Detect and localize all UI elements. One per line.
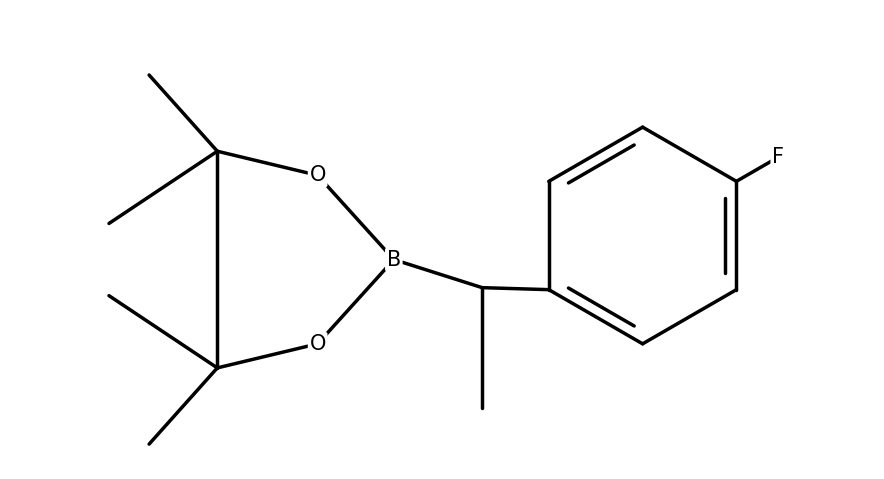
Text: F: F (772, 147, 784, 167)
Text: O: O (309, 334, 326, 354)
Text: O: O (309, 165, 326, 185)
Text: B: B (386, 250, 401, 270)
